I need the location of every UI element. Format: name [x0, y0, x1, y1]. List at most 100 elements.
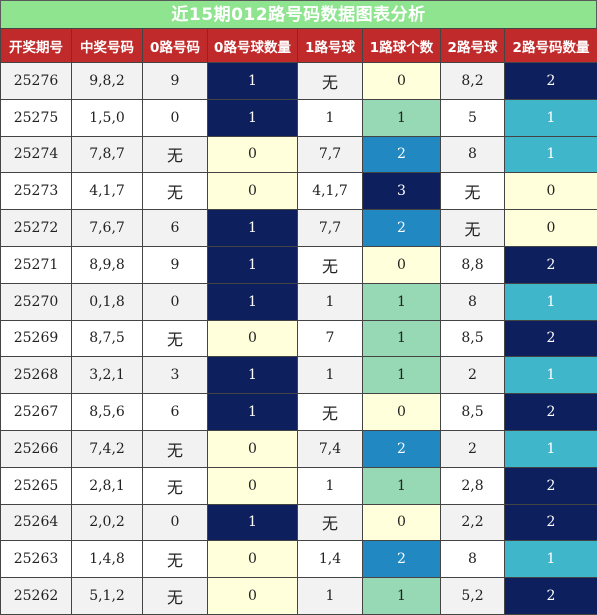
- period-cell: 25268: [1, 357, 72, 394]
- road1-cell: 1,4: [298, 541, 363, 578]
- period-cell: 25275: [1, 99, 72, 136]
- road2-cell: 8: [441, 283, 505, 320]
- road2-count-cell: 2: [505, 578, 597, 615]
- header-road0-count: 0路号球数量: [208, 29, 298, 63]
- road1-count-cell: 1: [363, 578, 441, 615]
- period-cell: 25271: [1, 246, 72, 283]
- road2-count-cell: 2: [505, 394, 597, 431]
- road2-count-cell: 1: [505, 541, 597, 578]
- road0-cell: 无: [143, 578, 208, 615]
- road1-count-cell: 2: [363, 210, 441, 247]
- road0-cell: 无: [143, 541, 208, 578]
- road2-cell: 2: [441, 430, 505, 467]
- header-road0: 0路号码: [143, 29, 208, 63]
- road2-cell: 2: [441, 357, 505, 394]
- road2-cell: 无: [441, 210, 505, 247]
- period-cell: 25267: [1, 394, 72, 431]
- numbers-cell: 2,0,2: [72, 504, 143, 541]
- road0-cell: 无: [143, 173, 208, 210]
- road1-cell: 无: [298, 246, 363, 283]
- road2-count-cell: 1: [505, 283, 597, 320]
- road0-count-cell: 1: [208, 504, 298, 541]
- period-cell: 25266: [1, 430, 72, 467]
- period-cell: 25262: [1, 578, 72, 615]
- road1-cell: 1: [298, 578, 363, 615]
- road0-cell: 无: [143, 320, 208, 357]
- road1-cell: 1: [298, 467, 363, 504]
- road2-cell: 8: [441, 136, 505, 173]
- period-cell: 25272: [1, 210, 72, 247]
- road2-count-cell: 0: [505, 210, 597, 247]
- numbers-cell: 7,6,7: [72, 210, 143, 247]
- numbers-cell: 7,8,7: [72, 136, 143, 173]
- road1-cell: 4,1,7: [298, 173, 363, 210]
- road0-count-cell: 0: [208, 173, 298, 210]
- road0-count-cell: 0: [208, 467, 298, 504]
- road1-cell: 1: [298, 99, 363, 136]
- numbers-cell: 4,1,7: [72, 173, 143, 210]
- road2-cell: 2,2: [441, 504, 505, 541]
- road2-count-cell: 1: [505, 136, 597, 173]
- road0-count-cell: 1: [208, 394, 298, 431]
- road2-cell: 无: [441, 173, 505, 210]
- road0-cell: 6: [143, 394, 208, 431]
- road2-cell: 8,2: [441, 63, 505, 100]
- road0-cell: 无: [143, 467, 208, 504]
- period-cell: 25264: [1, 504, 72, 541]
- road0-cell: 0: [143, 99, 208, 136]
- numbers-cell: 2,8,1: [72, 467, 143, 504]
- road1-count-cell: 3: [363, 173, 441, 210]
- road2-cell: 5,2: [441, 578, 505, 615]
- period-cell: 25274: [1, 136, 72, 173]
- numbers-cell: 1,4,8: [72, 541, 143, 578]
- table-title: 近15期012路号码数据图表分析: [0, 0, 597, 28]
- road2-cell: 2,8: [441, 467, 505, 504]
- road2-count-cell: 1: [505, 357, 597, 394]
- road1-count-cell: 0: [363, 246, 441, 283]
- numbers-cell: 5,1,2: [72, 578, 143, 615]
- period-cell: 25263: [1, 541, 72, 578]
- numbers-cell: 8,9,8: [72, 246, 143, 283]
- road1-count-cell: 2: [363, 430, 441, 467]
- road0-count-cell: 1: [208, 283, 298, 320]
- road2-cell: 8: [441, 541, 505, 578]
- road1-cell: 7: [298, 320, 363, 357]
- road1-count-cell: 0: [363, 63, 441, 100]
- road0-count-cell: 1: [208, 63, 298, 100]
- road1-cell: 无: [298, 63, 363, 100]
- period-cell: 25269: [1, 320, 72, 357]
- road2-count-cell: 1: [505, 430, 597, 467]
- road2-count-cell: 2: [505, 63, 597, 100]
- road2-count-cell: 2: [505, 504, 597, 541]
- road2-count-cell: 1: [505, 99, 597, 136]
- road0-cell: 3: [143, 357, 208, 394]
- road0-cell: 9: [143, 246, 208, 283]
- road2-cell: 5: [441, 99, 505, 136]
- period-cell: 25276: [1, 63, 72, 100]
- road1-cell: 无: [298, 504, 363, 541]
- numbers-cell: 7,4,2: [72, 430, 143, 467]
- header-road1: 1路号球: [298, 29, 363, 63]
- header-numbers: 中奖号码: [72, 29, 143, 63]
- road1-cell: 7,7: [298, 210, 363, 247]
- road0-count-cell: 0: [208, 430, 298, 467]
- road0-count-cell: 1: [208, 210, 298, 247]
- road0-cell: 无: [143, 136, 208, 173]
- road-analysis-table: 开奖期号 中奖号码 0路号码 0路号球数量 1路号球 1路球个数 2路号球 2路…: [0, 28, 597, 615]
- period-cell: 25270: [1, 283, 72, 320]
- road1-count-cell: 1: [363, 283, 441, 320]
- numbers-cell: 1,5,0: [72, 99, 143, 136]
